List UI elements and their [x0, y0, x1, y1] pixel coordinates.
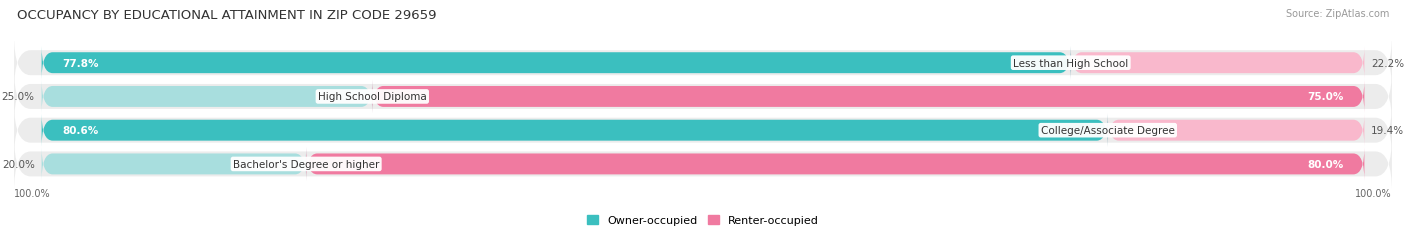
FancyBboxPatch shape: [42, 47, 1071, 80]
FancyBboxPatch shape: [1071, 47, 1364, 80]
FancyBboxPatch shape: [14, 103, 1392, 158]
Text: 25.0%: 25.0%: [1, 92, 35, 102]
Text: 80.6%: 80.6%: [62, 126, 98, 136]
FancyBboxPatch shape: [42, 148, 307, 181]
FancyBboxPatch shape: [14, 69, 1392, 125]
FancyBboxPatch shape: [14, 36, 1392, 91]
Text: 80.0%: 80.0%: [1308, 159, 1344, 169]
FancyBboxPatch shape: [42, 81, 373, 113]
Text: Less than High School: Less than High School: [1014, 58, 1129, 68]
Text: Bachelor's Degree or higher: Bachelor's Degree or higher: [233, 159, 380, 169]
FancyBboxPatch shape: [373, 81, 1364, 113]
Text: Source: ZipAtlas.com: Source: ZipAtlas.com: [1285, 9, 1389, 19]
FancyBboxPatch shape: [1108, 114, 1364, 147]
Text: 20.0%: 20.0%: [1, 159, 35, 169]
Text: 22.2%: 22.2%: [1371, 58, 1405, 68]
FancyBboxPatch shape: [42, 114, 1108, 147]
Text: 77.8%: 77.8%: [62, 58, 98, 68]
Text: 100.0%: 100.0%: [14, 188, 51, 198]
Text: OCCUPANCY BY EDUCATIONAL ATTAINMENT IN ZIP CODE 29659: OCCUPANCY BY EDUCATIONAL ATTAINMENT IN Z…: [17, 9, 436, 22]
Text: 100.0%: 100.0%: [1355, 188, 1392, 198]
Text: High School Diploma: High School Diploma: [318, 92, 426, 102]
Text: 19.4%: 19.4%: [1371, 126, 1405, 136]
Text: 75.0%: 75.0%: [1308, 92, 1344, 102]
FancyBboxPatch shape: [307, 148, 1364, 181]
Text: College/Associate Degree: College/Associate Degree: [1040, 126, 1174, 136]
Legend: Owner-occupied, Renter-occupied: Owner-occupied, Renter-occupied: [586, 215, 820, 225]
FancyBboxPatch shape: [14, 136, 1392, 192]
